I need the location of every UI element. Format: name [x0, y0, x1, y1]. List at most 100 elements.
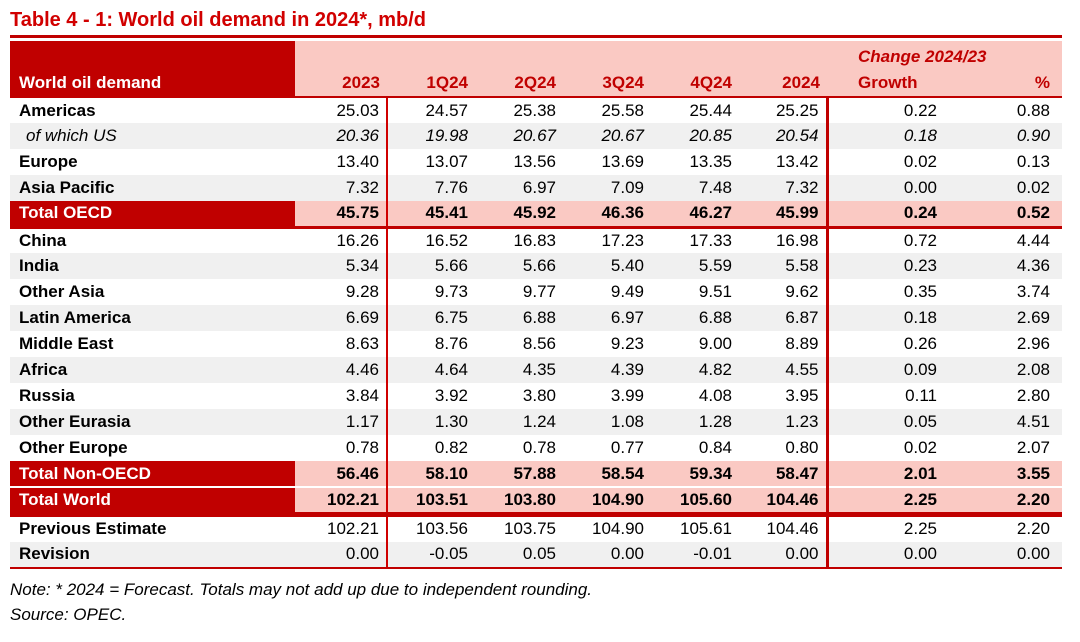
cell-value: 104.46	[739, 486, 829, 515]
cell-value: 1.24	[475, 409, 563, 435]
cell-value: 24.57	[387, 97, 475, 123]
cell-value: 13.40	[295, 149, 388, 175]
table-row: Revision 0.00 -0.05 0.05 0.00 -0.01 0.00 0.00 0.…	[10, 541, 1063, 569]
world-oil-demand-table: World oil demand Change 2024/23 2023 1Q2…	[10, 41, 1063, 569]
table-row: Americas 25.03 24.57 25.38 25.58 25.44 25.25 0.…	[10, 97, 1063, 123]
cell-value: 0.00	[295, 541, 388, 569]
cell-value: 0.00	[563, 541, 651, 569]
cell-value: 7.09	[563, 175, 651, 201]
cell-value: 7.32	[295, 175, 388, 201]
cell-value: 57.88	[475, 461, 563, 487]
cell-value: 17.33	[651, 227, 739, 253]
cell-value: 13.42	[739, 149, 829, 175]
cell-value: 6.75	[387, 305, 475, 331]
cell-value: 3.80	[475, 383, 563, 409]
cell-value: 1.17	[295, 409, 388, 435]
cell-value: 20.67	[475, 123, 563, 149]
cell-value: 13.69	[563, 149, 651, 175]
header-blank	[295, 41, 827, 69]
col-header-2024: 2024	[739, 69, 827, 98]
page-title: Table 4 - 1: World oil demand in 2024*, …	[10, 9, 427, 31]
cell-value: 0.00	[739, 541, 829, 569]
cell-value: 104.46	[739, 515, 829, 542]
cell-value: 4.55	[739, 357, 829, 383]
cell-value: 105.61	[651, 515, 739, 542]
cell-value: 104.90	[563, 486, 651, 515]
cell-value: 4.82	[651, 357, 739, 383]
cell-value: 6.88	[651, 305, 739, 331]
cell-value: 17.23	[563, 227, 651, 253]
cell-value: 0.05	[475, 541, 563, 569]
cell-value: 0.26	[827, 331, 945, 357]
cell-value: 46.36	[563, 201, 651, 229]
cell-value: 5.59	[651, 253, 739, 279]
cell-value: 103.51	[387, 486, 475, 515]
cell-value: 103.80	[475, 486, 563, 515]
cell-value: 2.96	[945, 331, 1063, 357]
table-row: India 5.34 5.66 5.66 5.40 5.59 5.58 0.23 4.36	[10, 253, 1063, 279]
table-notes: Note: * 2024 = Forecast. Totals may not …	[10, 578, 1080, 626]
table-row: China 16.26 16.52 16.83 17.23 17.33 16.98 0.72 4…	[10, 227, 1063, 253]
header-row-columns: 2023 1Q24 2Q24 3Q24 4Q24 2024 Growth %	[10, 69, 1063, 98]
cell-value: 0.18	[827, 305, 945, 331]
row-label: Americas	[10, 97, 295, 123]
cell-value: 3.55	[945, 461, 1063, 487]
cell-value: 102.21	[295, 486, 388, 515]
cell-value: 2.01	[827, 461, 945, 487]
cell-value: 5.34	[295, 253, 388, 279]
cell-value: 46.27	[651, 201, 739, 229]
row-label: Africa	[10, 357, 295, 383]
cell-value: 0.02	[827, 149, 945, 175]
cell-value: 8.56	[475, 331, 563, 357]
cell-value: 0.82	[387, 435, 475, 461]
row-label: of which US	[10, 123, 295, 149]
cell-value: 0.00	[827, 175, 945, 201]
col-header-1q24: 1Q24	[387, 69, 475, 98]
cell-value: 58.10	[387, 461, 475, 487]
cell-value: 4.64	[387, 357, 475, 383]
cell-value: 4.46	[295, 357, 388, 383]
cell-value: 9.73	[387, 279, 475, 305]
cell-value: 7.76	[387, 175, 475, 201]
double-border-spacer	[10, 513, 1063, 517]
table-body: Americas 25.03 24.57 25.38 25.58 25.44 25.25 0.…	[10, 97, 1063, 569]
header-row-change: World oil demand Change 2024/23	[10, 41, 1063, 98]
cell-value: 6.87	[739, 305, 829, 331]
table-row: Europe 13.40 13.07 13.56 13.69 13.35 13.42 0.02…	[10, 149, 1063, 175]
cell-value: 6.88	[475, 305, 563, 331]
cell-value: -0.01	[651, 541, 739, 569]
cell-value: 1.23	[739, 409, 829, 435]
cell-value: 45.92	[475, 201, 563, 229]
cell-value: 1.30	[387, 409, 475, 435]
cell-value: 4.44	[945, 227, 1063, 253]
cell-value: 3.74	[945, 279, 1063, 305]
cell-value: 0.84	[651, 435, 739, 461]
cell-value: 2.08	[945, 357, 1063, 383]
cell-value: 20.67	[563, 123, 651, 149]
col-header-3q24: 3Q24	[563, 69, 651, 98]
row-label: Total OECD	[10, 201, 295, 229]
cell-value: 58.54	[563, 461, 651, 487]
col-header-4q24: 4Q24	[651, 69, 739, 98]
cell-value: 58.47	[739, 461, 829, 487]
row-label: Europe	[10, 149, 295, 175]
cell-value: 16.98	[739, 227, 829, 253]
cell-value: 5.66	[475, 253, 563, 279]
cell-value: 45.75	[295, 201, 388, 229]
cell-value: 9.49	[563, 279, 651, 305]
cell-value: 4.36	[945, 253, 1063, 279]
cell-value: 45.99	[739, 201, 829, 229]
row-label: Other Asia	[10, 279, 295, 305]
col-header-growth: Growth	[827, 69, 945, 98]
cell-value: 6.97	[475, 175, 563, 201]
table-row: Total World 102.21 103.51 103.80 104.90 105.6…	[10, 486, 1063, 515]
cell-value: 25.58	[563, 97, 651, 123]
row-label: Revision	[10, 541, 295, 569]
cell-value: 20.54	[739, 123, 829, 149]
cell-value: 0.02	[945, 175, 1063, 201]
cell-value: 25.44	[651, 97, 739, 123]
table-row: Other Eurasia 1.17 1.30 1.24 1.08 1.28 1.23 0.0…	[10, 409, 1063, 435]
row-label: Total World	[10, 486, 295, 515]
cell-value: 25.38	[475, 97, 563, 123]
